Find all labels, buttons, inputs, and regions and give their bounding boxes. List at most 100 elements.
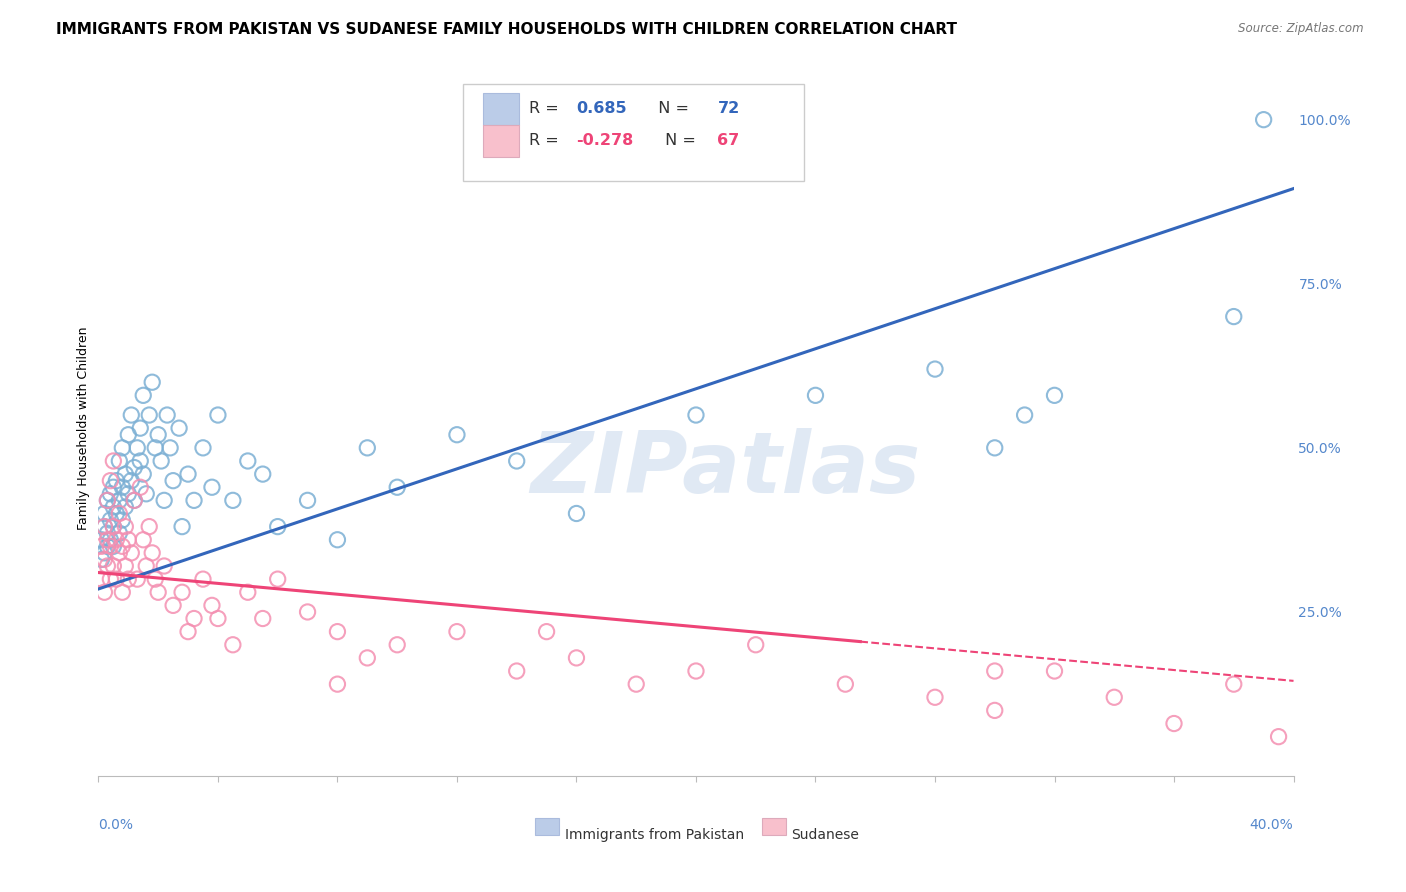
Point <box>326 624 349 639</box>
Text: 67: 67 <box>717 133 740 148</box>
Point <box>565 507 588 521</box>
Text: -0.278: -0.278 <box>576 133 634 148</box>
FancyBboxPatch shape <box>762 818 786 835</box>
Point <box>148 585 170 599</box>
Point <box>111 513 134 527</box>
Point <box>103 519 125 533</box>
Point <box>103 539 125 553</box>
FancyBboxPatch shape <box>463 84 804 181</box>
Point <box>120 474 142 488</box>
Point <box>135 559 157 574</box>
Point <box>98 572 122 586</box>
Point <box>685 408 707 422</box>
Point <box>114 500 136 514</box>
Point <box>132 388 155 402</box>
Point <box>159 441 181 455</box>
Point <box>120 546 142 560</box>
Point <box>108 454 131 468</box>
Text: N =: N = <box>661 133 702 148</box>
Point <box>1223 310 1246 324</box>
Point <box>108 546 131 560</box>
Point <box>1163 716 1185 731</box>
Point <box>207 408 229 422</box>
Point <box>536 624 558 639</box>
Point <box>98 539 122 553</box>
Point <box>98 533 122 547</box>
Y-axis label: Family Households with Children: Family Households with Children <box>77 326 90 530</box>
FancyBboxPatch shape <box>484 125 519 157</box>
Point <box>96 493 118 508</box>
Point <box>685 664 707 678</box>
Text: Sudanese: Sudanese <box>792 828 859 842</box>
Point <box>172 519 194 533</box>
Point <box>1267 730 1289 744</box>
Point <box>90 533 112 547</box>
Point <box>108 493 131 508</box>
Point <box>90 539 112 553</box>
Point <box>446 624 468 639</box>
Point <box>984 664 1007 678</box>
Point <box>124 460 146 475</box>
Point <box>834 677 856 691</box>
Point <box>1043 388 1066 402</box>
Text: IMMIGRANTS FROM PAKISTAN VS SUDANESE FAMILY HOUSEHOLDS WITH CHILDREN CORRELATION: IMMIGRANTS FROM PAKISTAN VS SUDANESE FAM… <box>56 22 957 37</box>
Point <box>385 480 409 494</box>
Point <box>132 533 155 547</box>
Point <box>90 572 112 586</box>
Point <box>135 487 157 501</box>
Point <box>96 539 118 553</box>
Point <box>127 572 149 586</box>
Point <box>804 388 827 402</box>
Text: ZIPatlas: ZIPatlas <box>530 428 921 511</box>
FancyBboxPatch shape <box>484 93 519 125</box>
Point <box>356 441 378 455</box>
FancyBboxPatch shape <box>534 818 558 835</box>
Point <box>1104 690 1126 705</box>
Point <box>132 467 155 482</box>
Point <box>103 454 125 468</box>
Point <box>96 533 118 547</box>
Point <box>506 454 529 468</box>
Point <box>297 493 319 508</box>
Point <box>90 552 112 566</box>
Point <box>108 526 131 541</box>
Point <box>506 664 529 678</box>
Point <box>236 454 259 468</box>
Point <box>117 533 139 547</box>
Point <box>183 611 205 625</box>
Point <box>162 599 184 613</box>
Point <box>201 480 224 494</box>
Point <box>252 611 274 625</box>
Point <box>114 559 136 574</box>
Point <box>167 421 190 435</box>
Point <box>129 454 152 468</box>
Point <box>93 546 115 560</box>
Point <box>93 519 115 533</box>
Point <box>1043 664 1066 678</box>
Point <box>96 526 118 541</box>
Text: Source: ZipAtlas.com: Source: ZipAtlas.com <box>1239 22 1364 36</box>
Point <box>207 611 229 625</box>
Point <box>356 651 378 665</box>
Point <box>626 677 648 691</box>
Point <box>111 539 134 553</box>
Point <box>150 454 173 468</box>
Point <box>111 585 134 599</box>
Text: 40.0%: 40.0% <box>1250 818 1294 831</box>
Point <box>267 519 290 533</box>
Point <box>191 441 214 455</box>
Point <box>1253 112 1275 127</box>
Point <box>172 585 194 599</box>
Point <box>236 585 259 599</box>
Point <box>108 507 131 521</box>
Point <box>111 480 134 494</box>
Text: Immigrants from Pakistan: Immigrants from Pakistan <box>565 828 744 842</box>
Point <box>117 487 139 501</box>
Point <box>93 585 115 599</box>
Point <box>129 421 152 435</box>
Point <box>103 500 125 514</box>
Point <box>177 467 200 482</box>
Point <box>153 493 176 508</box>
Point <box>446 427 468 442</box>
Point <box>105 507 128 521</box>
